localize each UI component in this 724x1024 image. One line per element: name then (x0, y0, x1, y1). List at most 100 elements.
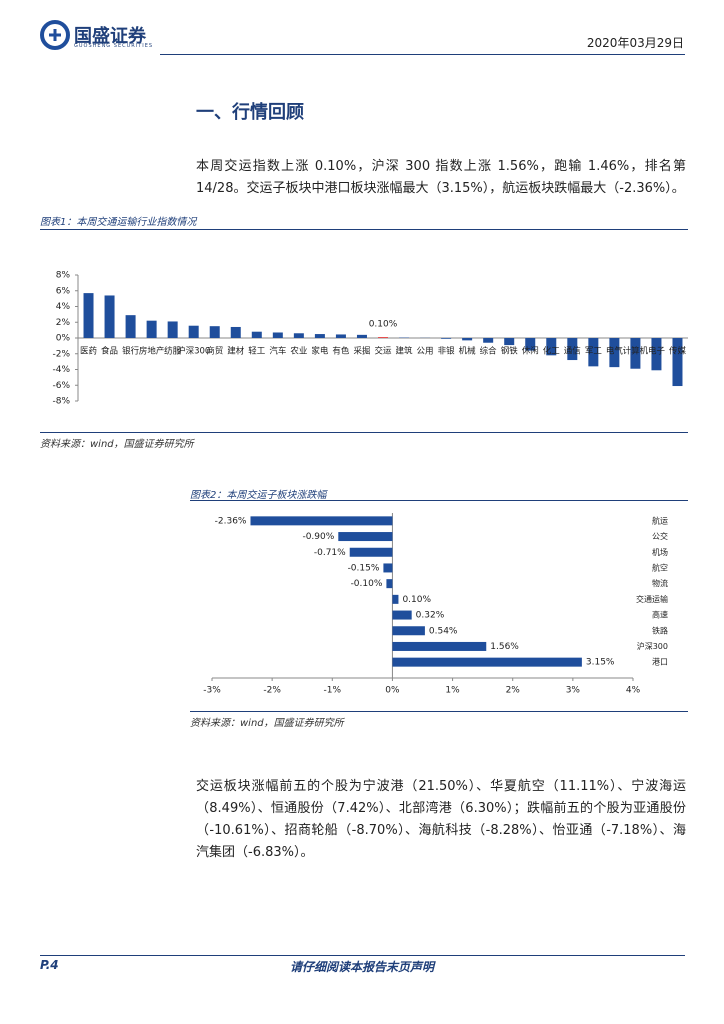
bar (104, 295, 115, 338)
category-label: 机场 (652, 547, 668, 557)
category-label: 航运 (652, 515, 668, 525)
x-tick-label: 交运 (374, 346, 392, 357)
data-label: 0.54% (429, 626, 458, 636)
bar (125, 315, 136, 338)
x-tick-label: 通信 (564, 346, 582, 357)
bar (209, 326, 220, 338)
x-tick-label: -2% (263, 686, 281, 696)
bar (230, 326, 241, 338)
x-tick-label: 电子 (648, 346, 666, 357)
page-number: P.4 (40, 958, 59, 972)
category-label: 交通运输 (636, 594, 668, 604)
bar (383, 563, 393, 573)
bar (356, 334, 367, 338)
footer-notice: 请仔细阅读本报告末页声明 (289, 960, 434, 974)
y-tick-label: 0% (56, 334, 71, 344)
bar (349, 547, 393, 557)
bar (483, 338, 494, 343)
category-label: 港口 (652, 657, 668, 667)
bar (338, 532, 393, 542)
x-tick-label: -1% (324, 686, 342, 696)
x-tick-label: 钢铁 (501, 346, 519, 357)
x-tick-label: 沪深300 (177, 346, 210, 357)
x-tick-label: 商贸 (206, 346, 223, 357)
y-tick-label: -2% (52, 349, 70, 359)
x-tick-label: 电气 (606, 346, 624, 357)
brand: 国盛证券 (74, 26, 146, 47)
x-tick-label: 1% (445, 686, 460, 696)
bar (630, 338, 641, 369)
figure-caption: 图表1：本周交通运输行业指数情况 (40, 217, 197, 228)
section-title: 一、行情回顾 (196, 102, 304, 123)
bar (250, 516, 393, 526)
x-tick-label: 建筑 (396, 346, 414, 357)
bar (441, 338, 452, 339)
x-tick-label: 有色 (332, 346, 350, 357)
chart: 8% 6% 4% 2% 0% -2% -4% -6% -8% 医药 食品 银行 房地产 纺服沪深300商贸… (52, 271, 688, 407)
x-tick-label: 轻工 (248, 346, 266, 357)
figure-rule (40, 229, 688, 230)
category-label: 沪深300 (637, 641, 668, 651)
x-tick-label: 计算机 (623, 346, 649, 357)
figure-source: 资料来源：wind，国盛证券研究所 (190, 718, 344, 729)
bar (392, 610, 412, 620)
date: 2020年03月29日 (586, 36, 684, 50)
data-label: 1.56% (490, 642, 519, 652)
y-tick-label: -6% (52, 381, 70, 391)
x-tick-label: 食品 (101, 346, 118, 357)
bar (392, 626, 425, 636)
brand-en: GUOSHENG SECURITIES (74, 43, 154, 49)
x-tick-label: 采掘 (353, 346, 370, 357)
figure-source: 资料来源：wind，国盛证券研究所 (40, 439, 194, 450)
data-label: 0.10% (369, 320, 398, 330)
bar (651, 338, 662, 371)
y-tick-label: 8% (56, 271, 71, 281)
bar (378, 337, 388, 338)
header-rule (160, 54, 685, 55)
bar (386, 579, 393, 589)
figure-rule (190, 711, 688, 712)
bar (314, 334, 325, 338)
data-label: 0.10% (402, 595, 431, 605)
y-tick-label: -4% (52, 365, 70, 375)
bar (251, 331, 262, 338)
y-tick-label: 4% (56, 302, 71, 312)
data-label: -0.71% (314, 548, 346, 558)
figure-rule (40, 432, 688, 433)
bar (167, 321, 178, 338)
x-tick-label: 公用 (417, 347, 434, 357)
bar (588, 338, 599, 367)
x-tick-label: 休闲 (522, 346, 539, 357)
x-tick-label: 4% (626, 686, 641, 696)
bar (335, 334, 346, 338)
x-tick-label: 2% (506, 686, 521, 696)
data-label: 3.15% (586, 658, 615, 668)
bar (188, 325, 199, 338)
x-tick-label: 农业 (290, 346, 307, 357)
paragraph: 本周交运指数上涨 0.10%，沪深 300 指数上涨 1.56%，跑输 1.46… (196, 159, 686, 196)
bar (293, 333, 304, 338)
x-tick-label: 银行 (122, 346, 140, 357)
x-tick-label: 汽车 (269, 346, 286, 357)
figure-rule (190, 500, 688, 501)
data-label: -0.10% (351, 579, 383, 589)
x-tick-label: 房地产 (139, 346, 165, 357)
x-tick-label: 综合 (480, 346, 498, 357)
data-label: -0.15% (348, 563, 380, 573)
category-label: 物流 (652, 578, 668, 588)
bar (462, 338, 473, 341)
data-label: -2.36% (215, 516, 247, 526)
bar (609, 338, 620, 368)
category-label: 航空 (652, 562, 668, 572)
x-tick-label: 军工 (585, 347, 603, 357)
paragraph: 交运板块涨幅前五的个股为宁波港（21.50%）、华夏航空（11.11%）、宁波海… (196, 779, 686, 860)
logo-icon (40, 20, 70, 50)
x-tick-label: 机械 (459, 346, 477, 357)
bar (392, 594, 399, 604)
data-label: -0.90% (302, 532, 334, 542)
figure-caption: 图表2：本周交运子板块涨跌幅 (190, 490, 327, 501)
x-tick-label: 纺服 (164, 346, 182, 357)
category-label: 高速 (652, 610, 668, 620)
x-tick-label: -3% (203, 686, 221, 696)
